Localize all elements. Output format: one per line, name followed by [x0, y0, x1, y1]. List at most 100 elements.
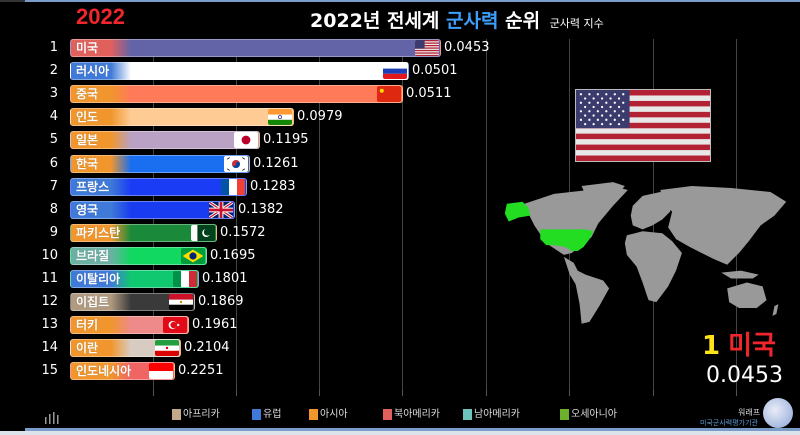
- rank-number: 13: [41, 317, 58, 333]
- country-label: 이집트: [76, 295, 110, 310]
- legend-label: 아프리카: [183, 409, 220, 420]
- index-value: 0.1283: [250, 178, 296, 194]
- country-label: 이란: [76, 341, 99, 356]
- index-value: 0.2251: [178, 363, 224, 379]
- legend-item: 오세아니아: [560, 409, 617, 421]
- chart-subtitle: 군사력 지수: [549, 17, 604, 30]
- gridline: [402, 39, 403, 390]
- index-value: 0.1572: [220, 224, 266, 240]
- credit-source: 미국군사력평가기관: [700, 419, 758, 427]
- legend-swatch: [463, 409, 472, 420]
- bar-row: 10 브라질 0.1695: [0, 246, 800, 265]
- legend-item: 아시아: [309, 409, 348, 421]
- index-value: 0.1869: [198, 294, 244, 310]
- bar: 파키스탄: [70, 223, 217, 242]
- index-value: 0.1261: [253, 155, 299, 171]
- legend-label: 아시아: [320, 409, 348, 420]
- id-flag-icon: [149, 363, 173, 380]
- bar-row: 2 러시아 0.0501: [0, 62, 800, 81]
- gb-flag-icon: [209, 201, 233, 218]
- rank-number: 5: [49, 132, 58, 148]
- index-value: 0.0501: [412, 63, 458, 79]
- kr-flag-icon: [224, 155, 248, 172]
- bar-row: 5 일본 0.1195: [0, 131, 800, 150]
- bar: 이란: [70, 339, 181, 358]
- bar-row: 3 중국 0.0511: [0, 85, 800, 104]
- index-value: 0.0511: [406, 86, 452, 102]
- legend-item: 남아메리카: [463, 409, 520, 421]
- bottom-border: [25, 428, 800, 431]
- chart-title: 2022년 전세계 군사력 순위 군사력 지수: [310, 6, 604, 33]
- legend-item: 북아메리카: [383, 409, 440, 421]
- br-flag-icon: [181, 247, 205, 264]
- legend-label: 오세아니아: [571, 409, 617, 420]
- top-border-left: [0, 0, 25, 2]
- bar: 이집트: [70, 293, 195, 312]
- world-map: [504, 182, 787, 324]
- index-value: 0.1195: [263, 132, 309, 148]
- index-value: 0.1801: [202, 271, 248, 286]
- bar-row: 9 파키스탄 0.1572: [0, 223, 800, 242]
- country-label: 미국: [76, 41, 99, 55]
- country-label: 영국: [76, 202, 99, 217]
- ru-flag-icon: [383, 63, 407, 80]
- bar-row: 8 영국 0.1382: [0, 200, 800, 219]
- highlight-name: 미국: [728, 331, 776, 361]
- rank-number: 15: [41, 363, 58, 379]
- rank-number: 6: [49, 155, 58, 171]
- country-label: 인도: [76, 110, 99, 125]
- legend-item: 유럽: [252, 409, 281, 421]
- it-flag-icon: [173, 271, 197, 287]
- bar-chart-icon: [45, 412, 59, 424]
- fr-flag-icon: [221, 178, 245, 195]
- bar: 인도: [70, 108, 294, 127]
- legend-label: 유럽: [263, 409, 282, 420]
- rank-number: 12: [41, 294, 58, 310]
- rank-number: 7: [49, 178, 58, 194]
- rank-number: 9: [49, 224, 58, 240]
- gridline: [486, 39, 487, 390]
- tr-flag-icon: [163, 317, 187, 334]
- bar: 브라질: [70, 246, 207, 265]
- bar: 러시아: [70, 62, 409, 81]
- jp-flag-icon: [234, 132, 258, 149]
- index-value: 0.2104: [184, 340, 230, 356]
- axis-tick: [653, 390, 654, 396]
- country-label: 파키스탄: [76, 225, 121, 240]
- index-value: 0.0979: [297, 109, 343, 125]
- title-suffix: 순위: [498, 10, 541, 32]
- country-label: 프랑스: [76, 179, 110, 194]
- top-border: [25, 0, 800, 2]
- rank-number: 14: [41, 340, 58, 356]
- axis-tick: [153, 390, 154, 396]
- country-label: 터키: [76, 318, 99, 333]
- year-label: 2022: [76, 4, 125, 29]
- rank-number: 1: [49, 40, 58, 55]
- title-highlight: 군사력: [446, 10, 499, 32]
- bar: 미국: [70, 39, 441, 57]
- legend-item: 아프리카: [172, 409, 220, 421]
- country-label: 중국: [76, 87, 99, 102]
- highlight-rank: 1: [702, 331, 721, 361]
- bar: 인도네시아: [70, 362, 175, 381]
- rank-number: 10: [41, 247, 58, 263]
- bar: 이탈리아: [70, 270, 199, 288]
- title-prefix: 2022년 전세계: [310, 10, 447, 32]
- eg-flag-icon: [169, 294, 193, 311]
- bar-row: 12 이집트 0.1869: [0, 293, 800, 312]
- progress-track[interactable]: [0, 431, 800, 435]
- bar: 프랑스: [70, 177, 247, 196]
- bar: 중국: [70, 85, 403, 104]
- bar-row: 15 인도네시아 0.2251: [0, 362, 800, 381]
- axis-tick: [569, 390, 570, 396]
- index-value: 0.1695: [210, 247, 256, 263]
- legend-label: 북아메리카: [394, 409, 440, 420]
- bar: 한국: [70, 154, 250, 173]
- country-label: 브라질: [76, 248, 110, 263]
- highlight-country: 1 미국: [702, 325, 776, 362]
- country-label: 인도네시아: [76, 364, 132, 379]
- bar-row: 7 프랑스 0.1283: [0, 177, 800, 196]
- rank-number: 4: [49, 109, 58, 125]
- axis-tick: [736, 390, 737, 396]
- highlight-value: 0.0453: [706, 363, 783, 388]
